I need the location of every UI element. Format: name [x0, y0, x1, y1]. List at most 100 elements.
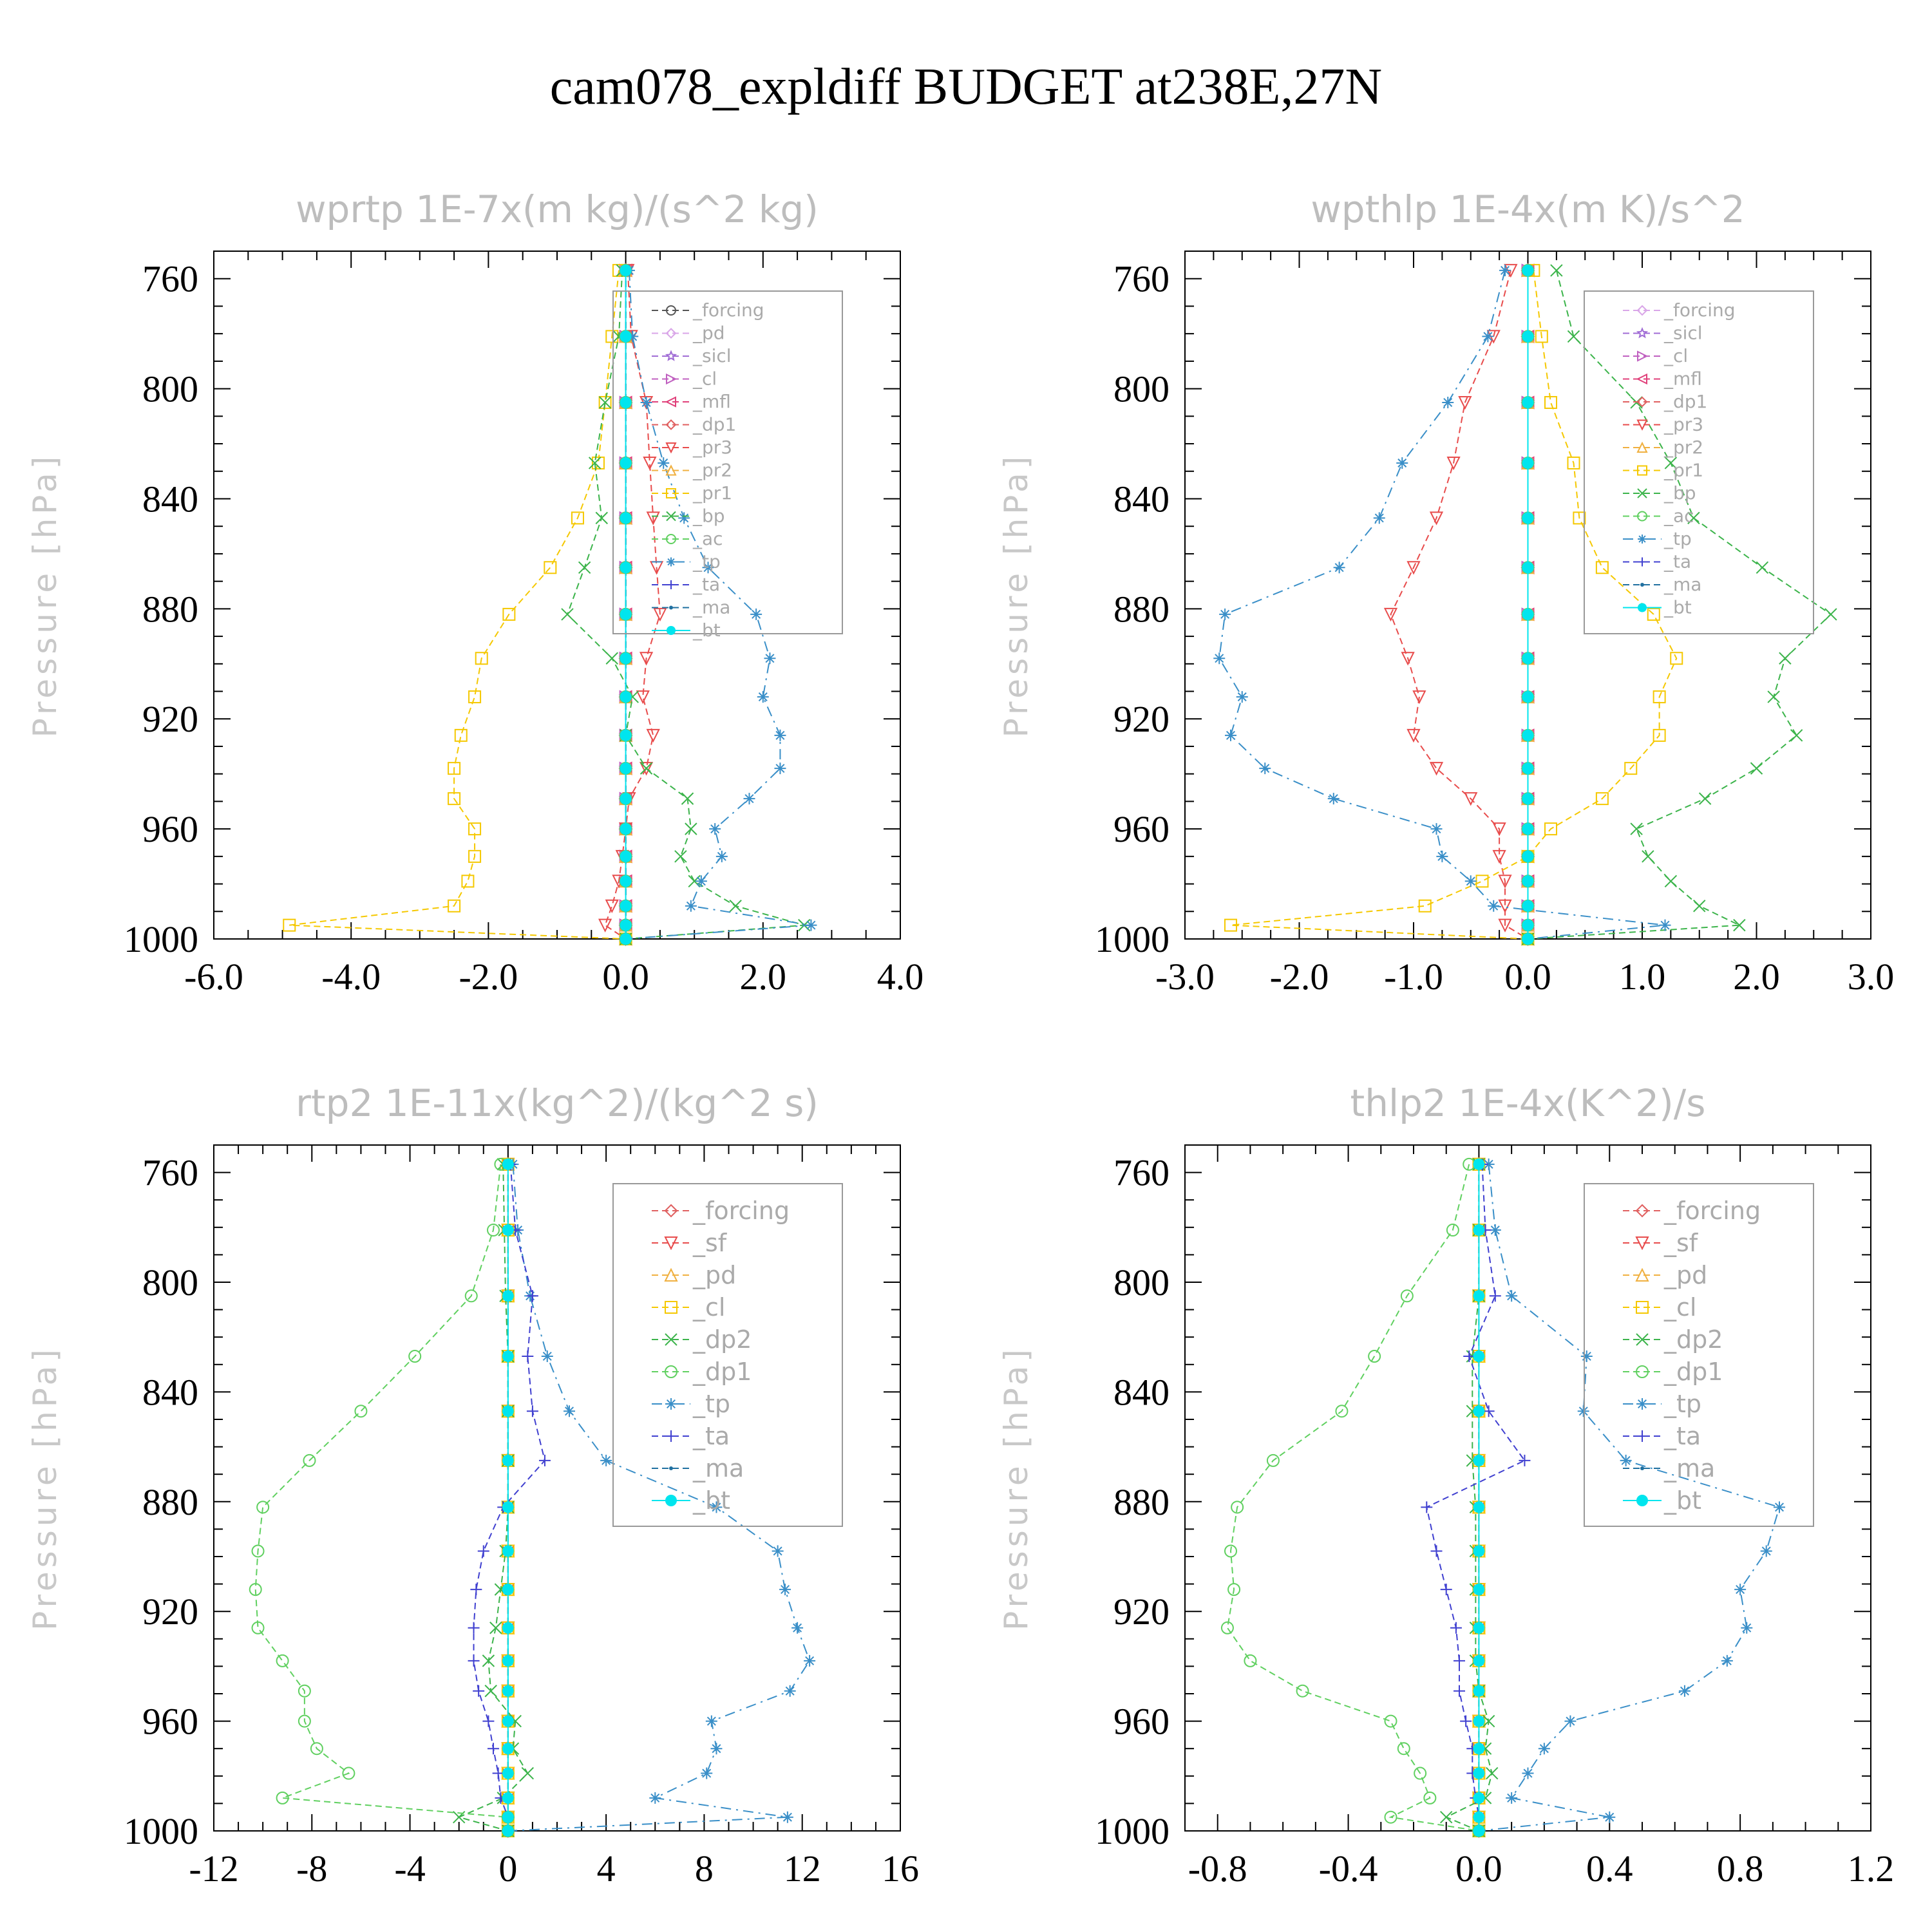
series-bt [502, 1158, 514, 1837]
marker-asterisk [1464, 875, 1477, 887]
marker-circle [1220, 1621, 1234, 1634]
y-tick-label: 1000 [1095, 918, 1170, 960]
marker-triangle-down [636, 690, 650, 705]
marker-asterisk [627, 330, 639, 343]
marker-star [1636, 327, 1649, 339]
marker-circle [303, 1454, 316, 1467]
marker-asterisk [804, 1654, 816, 1667]
legend-label: _sf [1663, 1229, 1699, 1257]
series-line [1218, 270, 1665, 940]
y-tick-label: 880 [142, 588, 198, 630]
marker-asterisk [564, 1405, 576, 1417]
y-tick-label: 880 [1113, 1481, 1170, 1523]
legend-label: _pd [1663, 1261, 1707, 1289]
marker-asterisk [1213, 652, 1226, 665]
marker-plus [473, 1685, 485, 1697]
marker-square [605, 330, 619, 343]
marker-plus [665, 1430, 677, 1442]
series-line [289, 270, 626, 940]
legend-label: _ma [692, 597, 730, 618]
y-tick-label: 800 [142, 1262, 198, 1303]
marker-circle [1335, 1405, 1349, 1418]
marker-asterisk [649, 1792, 661, 1804]
y-tick-label: 960 [1113, 1701, 1170, 1743]
x-tick-label: -1.0 [1384, 956, 1443, 998]
marker-triangle-down [1458, 395, 1472, 410]
marker-filled-circle [1522, 900, 1534, 912]
series-line [254, 1164, 509, 1831]
marker-asterisk [1488, 900, 1500, 912]
marker-filled-circle [502, 1290, 514, 1302]
marker-square [1595, 561, 1609, 574]
legend-label: _mfl [692, 391, 731, 412]
y-tick-label: 840 [142, 478, 198, 520]
x-tick-label: -12 [189, 1848, 238, 1889]
marker-triangle-down [643, 456, 657, 471]
marker-square [283, 918, 296, 932]
marker-circle [1384, 1810, 1397, 1824]
marker-square [468, 849, 482, 863]
x-tick-label: 0.4 [1586, 1848, 1633, 1889]
plot-frame [213, 1144, 901, 1832]
marker-triangle-down [1492, 849, 1506, 864]
marker-filled-circle [502, 1350, 514, 1363]
marker-asterisk [1506, 1290, 1518, 1302]
y-tick-label: 800 [1113, 368, 1170, 410]
series-tp [1213, 264, 1671, 945]
marker-diamond [1636, 396, 1648, 408]
marker-triangle-down [1446, 456, 1461, 471]
plot-frame [1184, 1144, 1871, 1832]
marker-circle [298, 1684, 311, 1698]
y-tick-label: 760 [142, 1152, 198, 1194]
marker-x [1733, 918, 1746, 932]
marker-triangle-right [1637, 350, 1649, 362]
legend-label: _pd [692, 1261, 736, 1289]
series-bt [620, 264, 632, 945]
marker-asterisk [710, 1743, 723, 1755]
y-tick-label: 760 [142, 258, 198, 300]
marker-triangle-down [1401, 652, 1415, 666]
marker-triangle-down [639, 762, 654, 776]
marker-circle [256, 1501, 270, 1514]
marker-dot [669, 605, 673, 610]
marker-filled-circle [1473, 1290, 1485, 1302]
legend-label: _dp1 [692, 1358, 752, 1386]
x-tick-label: -2.0 [1270, 956, 1329, 998]
marker-filled-circle [620, 823, 632, 835]
series-line [1390, 270, 1529, 940]
marker-circle [1400, 1289, 1414, 1303]
x-tick-label: 0.8 [1717, 1848, 1764, 1889]
legend-label: _bp [692, 506, 725, 527]
series-ta [1421, 1158, 1531, 1837]
marker-asterisk [772, 1545, 784, 1557]
marker-filled-circle [502, 1501, 514, 1513]
y-tick-label: 760 [1113, 1152, 1170, 1194]
marker-square [1418, 899, 1432, 913]
marker-filled-circle [620, 396, 632, 408]
panel-title: thlp2 1E-4x(K^2)/s [1350, 1081, 1705, 1125]
marker-filled-circle [502, 1685, 514, 1697]
marker-x [1824, 608, 1837, 621]
marker-filled-circle [502, 1743, 514, 1755]
x-tick-label: 2.0 [1733, 956, 1780, 998]
marker-x [561, 608, 574, 621]
marker-filled-circle [1473, 1350, 1485, 1363]
marker-circle [276, 1791, 289, 1804]
marker-triangle-down [1464, 792, 1478, 806]
y-tick-label: 800 [1113, 1262, 1170, 1303]
marker-x [489, 1622, 502, 1634]
legend-label: _pr1 [692, 482, 732, 504]
marker-filled-circle [502, 1622, 514, 1634]
x-tick-label: 4.0 [877, 956, 924, 998]
legend-label: _dp1 [692, 414, 736, 435]
legend-label: _bt [692, 620, 721, 641]
marker-x [666, 511, 676, 522]
legend-label: _dp1 [1663, 391, 1707, 412]
marker-x [482, 1654, 495, 1667]
legend-label: _ma [692, 1454, 744, 1482]
marker-filled-circle [502, 1545, 514, 1557]
marker-filled-circle [502, 1825, 514, 1837]
marker-x [595, 511, 608, 525]
figure-title: cam078_expldiff BUDGET at238E,27N [549, 59, 1383, 115]
legend-label: _pr3 [692, 437, 732, 458]
